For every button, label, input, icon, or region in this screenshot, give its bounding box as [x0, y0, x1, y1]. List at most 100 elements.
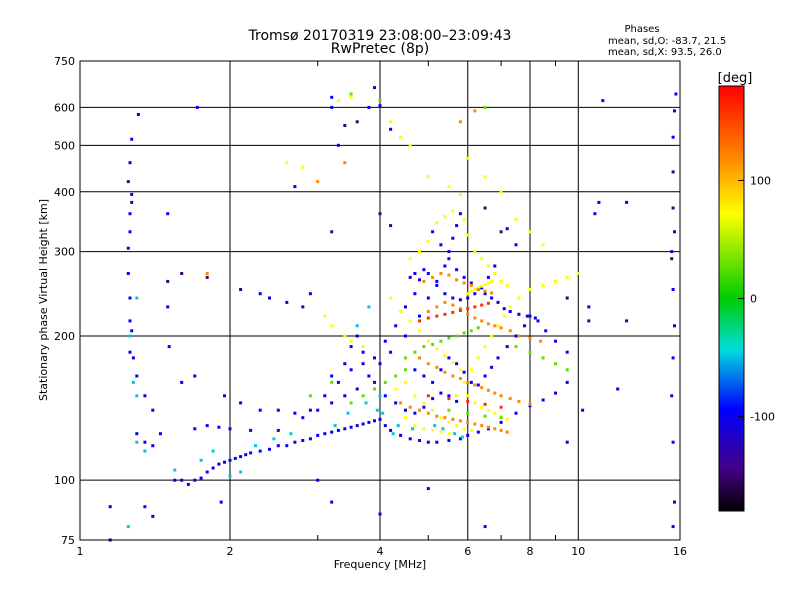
data-point [404, 356, 407, 360]
colorbar-tick-label: 0 [750, 293, 757, 306]
data-point [378, 512, 382, 516]
plot-area [79, 60, 681, 541]
data-point [469, 281, 473, 285]
data-point [143, 394, 147, 398]
data-point [458, 419, 462, 423]
data-point [399, 310, 403, 313]
data-point [367, 305, 371, 309]
data-point [476, 326, 480, 330]
data-point [211, 466, 215, 470]
data-point [435, 305, 439, 309]
y-tick-label: 100 [54, 474, 75, 487]
data-point [554, 339, 557, 343]
data-point [223, 394, 226, 398]
data-point [476, 356, 480, 360]
data-point [565, 275, 569, 279]
data-point [408, 405, 412, 409]
data-point [285, 444, 289, 448]
data-point [443, 292, 447, 296]
data-point [499, 326, 503, 330]
data-point [355, 334, 359, 338]
data-point [135, 440, 139, 444]
data-point [499, 230, 503, 234]
data-point [473, 292, 477, 296]
data-point [293, 440, 297, 444]
data-point [330, 105, 334, 109]
data-point [330, 95, 334, 99]
data-point [130, 192, 134, 196]
data-point [496, 300, 500, 304]
data-point [473, 305, 477, 309]
data-point [367, 105, 371, 109]
data-point [473, 288, 477, 291]
data-point [443, 300, 447, 304]
data-point [355, 424, 359, 428]
data-point [239, 288, 243, 291]
data-point [443, 354, 447, 358]
data-point [466, 307, 470, 311]
data-point [493, 391, 497, 395]
data-point [413, 368, 417, 372]
data-point [135, 432, 139, 436]
data-point [343, 161, 347, 165]
data-point [422, 401, 426, 405]
data-point [466, 399, 470, 403]
data-point [536, 319, 540, 323]
data-point [671, 206, 675, 210]
data-point [349, 401, 353, 405]
data-point [343, 124, 347, 127]
data-point [343, 334, 347, 338]
data-point [418, 329, 421, 333]
data-point [544, 329, 548, 333]
data-point [483, 175, 487, 179]
data-point [458, 309, 462, 312]
grid [80, 61, 680, 540]
colorbar-tick-label: 100 [750, 174, 771, 187]
data-point [108, 505, 112, 509]
data-point [458, 368, 462, 372]
data-point [466, 420, 470, 424]
data-point [476, 288, 480, 291]
data-point [466, 433, 470, 437]
data-point [378, 362, 382, 366]
data-point [466, 411, 470, 415]
data-point [431, 343, 435, 346]
data-point [499, 428, 503, 432]
data-point [126, 180, 130, 184]
data-point [158, 432, 162, 436]
data-point [486, 301, 490, 305]
data-point [336, 99, 340, 103]
data-point [473, 109, 477, 113]
data-point [258, 449, 262, 453]
data-point [355, 120, 359, 124]
data-point [483, 374, 487, 378]
data-point [219, 500, 223, 504]
data-point [469, 380, 473, 384]
data-point [323, 432, 327, 436]
data-point [439, 391, 443, 395]
data-point [205, 272, 209, 275]
data-point [361, 362, 365, 366]
data-point [413, 424, 417, 428]
data-point [316, 433, 320, 437]
data-point [466, 296, 470, 300]
data-point [469, 289, 473, 293]
data-point [539, 339, 543, 343]
data-point [433, 424, 437, 428]
data-point [383, 424, 387, 428]
data-point [673, 230, 676, 234]
data-point [258, 292, 262, 296]
data-point [180, 380, 184, 384]
data-point [404, 368, 407, 372]
data-point [496, 324, 500, 328]
data-point [394, 324, 398, 328]
data-point [355, 387, 359, 391]
data-point [597, 200, 601, 204]
data-point [455, 278, 459, 282]
data-point [418, 250, 421, 254]
data-point [228, 474, 232, 478]
data-point [505, 417, 509, 421]
data-point [239, 401, 243, 405]
data-point [486, 322, 490, 326]
data-point [336, 143, 340, 147]
